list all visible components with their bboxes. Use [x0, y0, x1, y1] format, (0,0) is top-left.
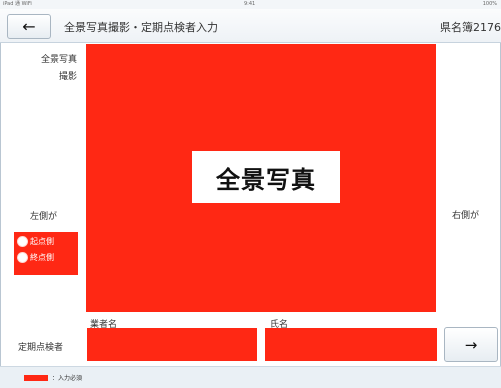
- status-bar: iPad 通 WiFi 9:41 100%: [0, 0, 501, 9]
- direction-radio-group: 起点側 終点側: [14, 232, 78, 275]
- radio-start-side[interactable]: 起点側: [17, 234, 78, 248]
- inspector-name-input[interactable]: [265, 328, 437, 361]
- status-time: 9:41: [244, 1, 256, 7]
- photo-label-line1: 全景写真: [40, 55, 77, 65]
- inspector-label: 定期点検者: [18, 343, 64, 353]
- radio-end-side[interactable]: 終点側: [17, 250, 78, 264]
- page-title: 全景写真撮影・定期点検者入力: [64, 21, 218, 34]
- radio-start-label: 起点側: [30, 236, 54, 246]
- header-right-text: 県名簿2176: [440, 21, 501, 34]
- photo-placeholder-text: 全景写真: [192, 151, 340, 203]
- photo-label-line2: 撮影: [58, 72, 77, 82]
- legend-text: ：入力必須: [52, 375, 83, 382]
- status-battery: 100%: [482, 1, 497, 7]
- legend-swatch: [24, 375, 48, 381]
- company-label: 業者名: [90, 320, 118, 330]
- name-label: 氏名: [270, 320, 289, 330]
- right-side-label: 右側が: [452, 211, 480, 221]
- left-side-label: 左側が: [30, 212, 58, 222]
- radio-end-label: 終点側: [30, 252, 54, 262]
- next-button[interactable]: →: [444, 327, 498, 362]
- back-button[interactable]: ←: [7, 14, 51, 39]
- photo-label: 全景写真 撮影: [22, 52, 77, 86]
- status-left: iPad 通 WiFi: [3, 1, 32, 7]
- photo-capture-area[interactable]: 全景写真: [86, 44, 436, 312]
- radio-circle-icon: [17, 251, 28, 263]
- company-name-input[interactable]: [87, 328, 257, 361]
- header-bar: ← 全景写真撮影・定期点検者入力 県名簿2176: [0, 9, 501, 43]
- arrow-right-icon: →: [464, 335, 478, 354]
- footer-legend: ：入力必須: [0, 366, 501, 388]
- radio-circle-icon: [17, 235, 28, 247]
- arrow-left-icon: ←: [22, 17, 36, 36]
